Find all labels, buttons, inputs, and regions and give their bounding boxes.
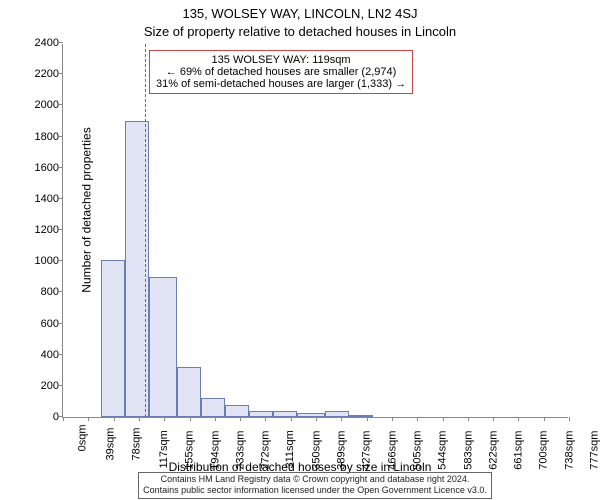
marker-line bbox=[145, 44, 146, 417]
y-tick: 400 bbox=[41, 349, 63, 361]
chart-container: 135, WOLSEY WAY, LINCOLN, LN2 4SJ Size o… bbox=[0, 0, 600, 500]
title-address: 135, WOLSEY WAY, LINCOLN, LN2 4SJ bbox=[0, 6, 600, 21]
callout-line2: ← 69% of detached houses are smaller (2,… bbox=[156, 66, 406, 78]
callout-line1: 135 WOLSEY WAY: 119sqm bbox=[156, 54, 406, 66]
bar bbox=[297, 413, 325, 417]
title-subtitle: Size of property relative to detached ho… bbox=[0, 24, 600, 39]
y-tick: 0 bbox=[53, 411, 63, 423]
y-tick: 1000 bbox=[35, 255, 63, 267]
x-tick: 39sqm bbox=[105, 428, 117, 461]
y-tick: 600 bbox=[41, 318, 63, 330]
bar bbox=[149, 277, 177, 417]
bar bbox=[249, 411, 273, 417]
y-tick: 1400 bbox=[35, 193, 63, 205]
y-tick: 2400 bbox=[35, 37, 63, 49]
bar bbox=[201, 398, 225, 417]
footer-line2: Contains public sector information licen… bbox=[143, 485, 487, 496]
y-tick: 800 bbox=[41, 286, 63, 298]
bar bbox=[225, 405, 249, 417]
y-tick: 200 bbox=[41, 380, 63, 392]
bar bbox=[325, 411, 349, 417]
bar bbox=[177, 367, 201, 417]
y-tick: 1200 bbox=[35, 224, 63, 236]
chart-area: 135 WOLSEY WAY: 119sqm ← 69% of detached… bbox=[62, 44, 568, 418]
y-tick: 1800 bbox=[35, 131, 63, 143]
footer-line1: Contains HM Land Registry data © Crown c… bbox=[143, 474, 487, 485]
callout-line3: 31% of semi-detached houses are larger (… bbox=[156, 78, 406, 90]
marker-callout: 135 WOLSEY WAY: 119sqm ← 69% of detached… bbox=[149, 50, 413, 94]
y-tick: 2000 bbox=[35, 99, 63, 111]
x-tick: 0sqm bbox=[76, 424, 88, 451]
y-tick: 2200 bbox=[35, 68, 63, 80]
bar bbox=[349, 415, 373, 417]
x-tick: 78sqm bbox=[130, 428, 142, 461]
footer: Contains HM Land Registry data © Crown c… bbox=[62, 472, 568, 499]
bar bbox=[273, 411, 297, 417]
bar bbox=[101, 260, 125, 417]
y-tick: 1600 bbox=[35, 162, 63, 174]
